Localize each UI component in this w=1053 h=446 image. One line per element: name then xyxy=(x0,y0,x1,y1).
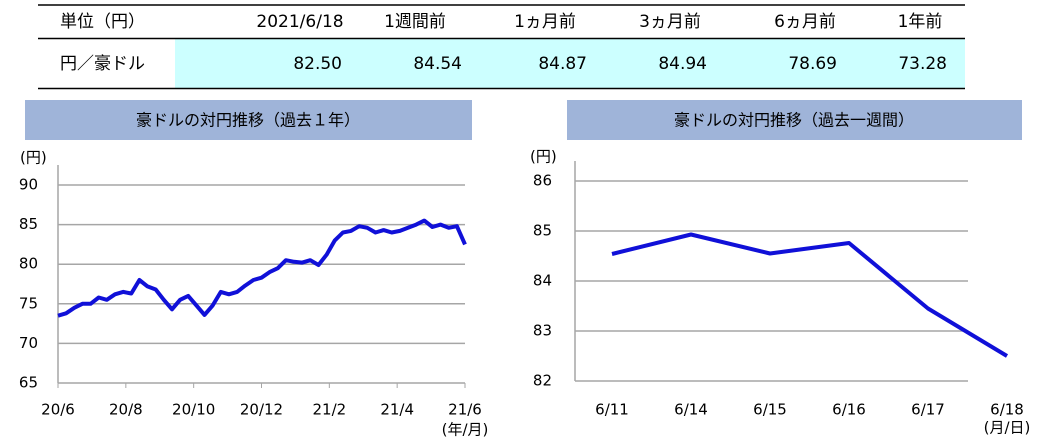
y-tick-label: 86 xyxy=(533,172,552,190)
table-header: 6ヵ月前 xyxy=(774,12,836,32)
table-cell: 84.94 xyxy=(658,54,707,74)
x-tick-label: 6/16 xyxy=(832,401,866,419)
y-tick-label: 85 xyxy=(533,222,552,240)
x-unit: (年/月) xyxy=(442,421,489,439)
y-tick-label: 70 xyxy=(19,334,38,352)
x-tick-label: 20/6 xyxy=(41,401,75,419)
y-tick-label: 82 xyxy=(533,372,552,390)
y-tick-label: 80 xyxy=(19,255,38,273)
x-tick-label: 6/14 xyxy=(674,401,708,419)
y-tick-label: 84 xyxy=(533,272,552,290)
x-tick-label: 20/8 xyxy=(109,401,143,419)
x-tick-label: 6/11 xyxy=(595,401,629,419)
table-header: 1ヵ月前 xyxy=(514,12,576,32)
y-unit: (円) xyxy=(530,148,557,166)
chart-title-box xyxy=(567,100,1022,140)
x-tick-label: 21/2 xyxy=(312,401,346,419)
data-line xyxy=(611,232,1009,358)
table-cell: 84.87 xyxy=(538,54,587,74)
y-tick-label: 90 xyxy=(19,176,38,194)
table-cell: 73.28 xyxy=(898,54,947,74)
x-tick-label: 20/12 xyxy=(240,401,283,419)
chart-title: 豪ドルの対円推移（過去一週間） xyxy=(674,111,914,130)
x-tick-label: 6/17 xyxy=(911,401,945,419)
data-line xyxy=(57,218,467,318)
table-header: 2021/6/18 xyxy=(256,12,343,32)
table-cell: 84.54 xyxy=(413,54,462,74)
charts: 豪ドルの対円推移（過去１年） (円) 65 70 75 80 85 90 20/6 20/8 20/… xyxy=(19,111,1030,439)
x-unit: (月/日) xyxy=(984,419,1031,437)
table-cell: 82.50 xyxy=(293,54,342,74)
x-tick-label: 6/15 xyxy=(753,401,787,419)
table-cell: 78.69 xyxy=(788,54,837,74)
y-tick-label: 85 xyxy=(19,215,38,233)
table-header: 3ヵ月前 xyxy=(639,12,701,32)
table-header: 単位（円） xyxy=(60,12,145,32)
y-tick-label: 75 xyxy=(19,294,38,312)
y-tick-label: 83 xyxy=(533,322,552,340)
table-highlight xyxy=(175,39,965,88)
table-header: 1週間前 xyxy=(384,12,446,32)
chart-title-box xyxy=(25,100,472,140)
x-tick-label: 20/10 xyxy=(172,401,215,419)
row-label: 円／豪ドル xyxy=(60,53,145,74)
x-tick-label: 21/6 xyxy=(448,401,482,419)
x-tick-label: 6/18 xyxy=(990,401,1024,419)
x-tick-label: 21/4 xyxy=(380,401,414,419)
y-unit: (円) xyxy=(20,149,47,167)
chart-title: 豪ドルの対円推移（過去１年） xyxy=(136,111,360,130)
y-tick-label: 65 xyxy=(19,374,38,392)
table-header: 1年前 xyxy=(898,12,943,32)
